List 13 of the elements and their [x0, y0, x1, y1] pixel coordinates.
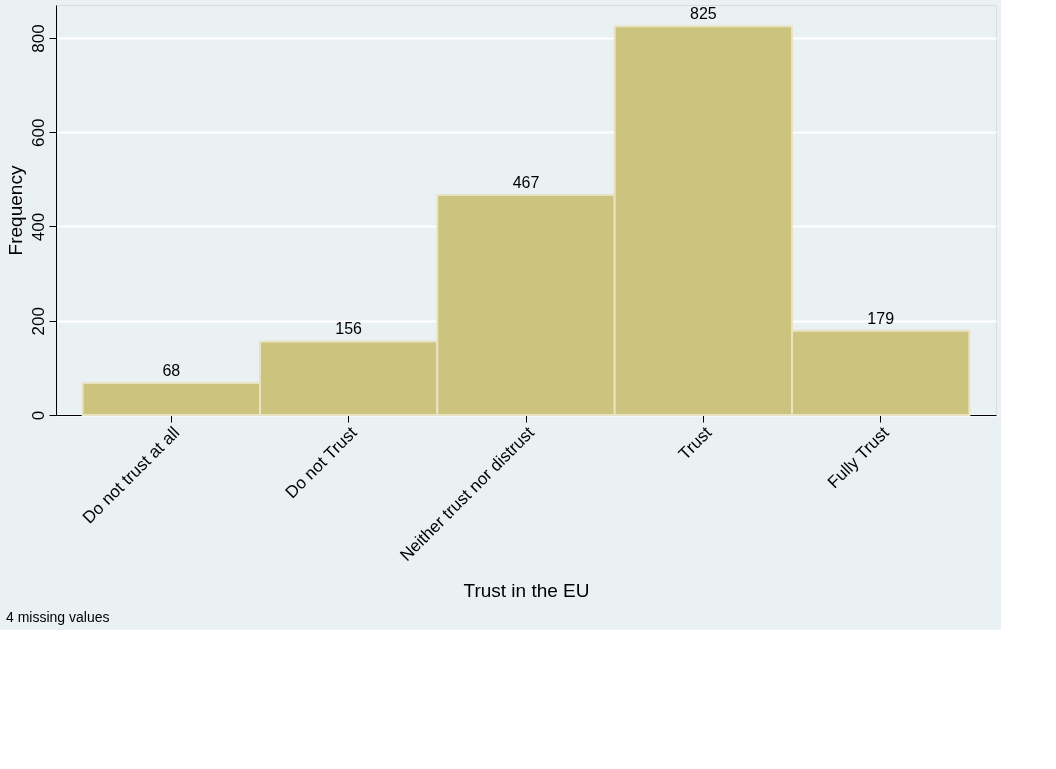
y-tick-label: 400	[28, 212, 48, 242]
data-label: 156	[335, 320, 363, 338]
y-axis-title: Frequency	[4, 165, 26, 256]
y-tick-label: 800	[28, 24, 48, 53]
data-label: 179	[867, 309, 895, 327]
data-label: 467	[512, 173, 540, 191]
data-label: 825	[690, 5, 717, 23]
data-label: 68	[162, 361, 181, 379]
y-tick-label: 0	[28, 410, 48, 421]
text: 4 missing values	[6, 608, 110, 625]
y-tick-label: 600	[28, 118, 48, 147]
y-tick-label: 200	[28, 307, 48, 336]
x-axis-title: Trust in the EU	[463, 580, 590, 602]
